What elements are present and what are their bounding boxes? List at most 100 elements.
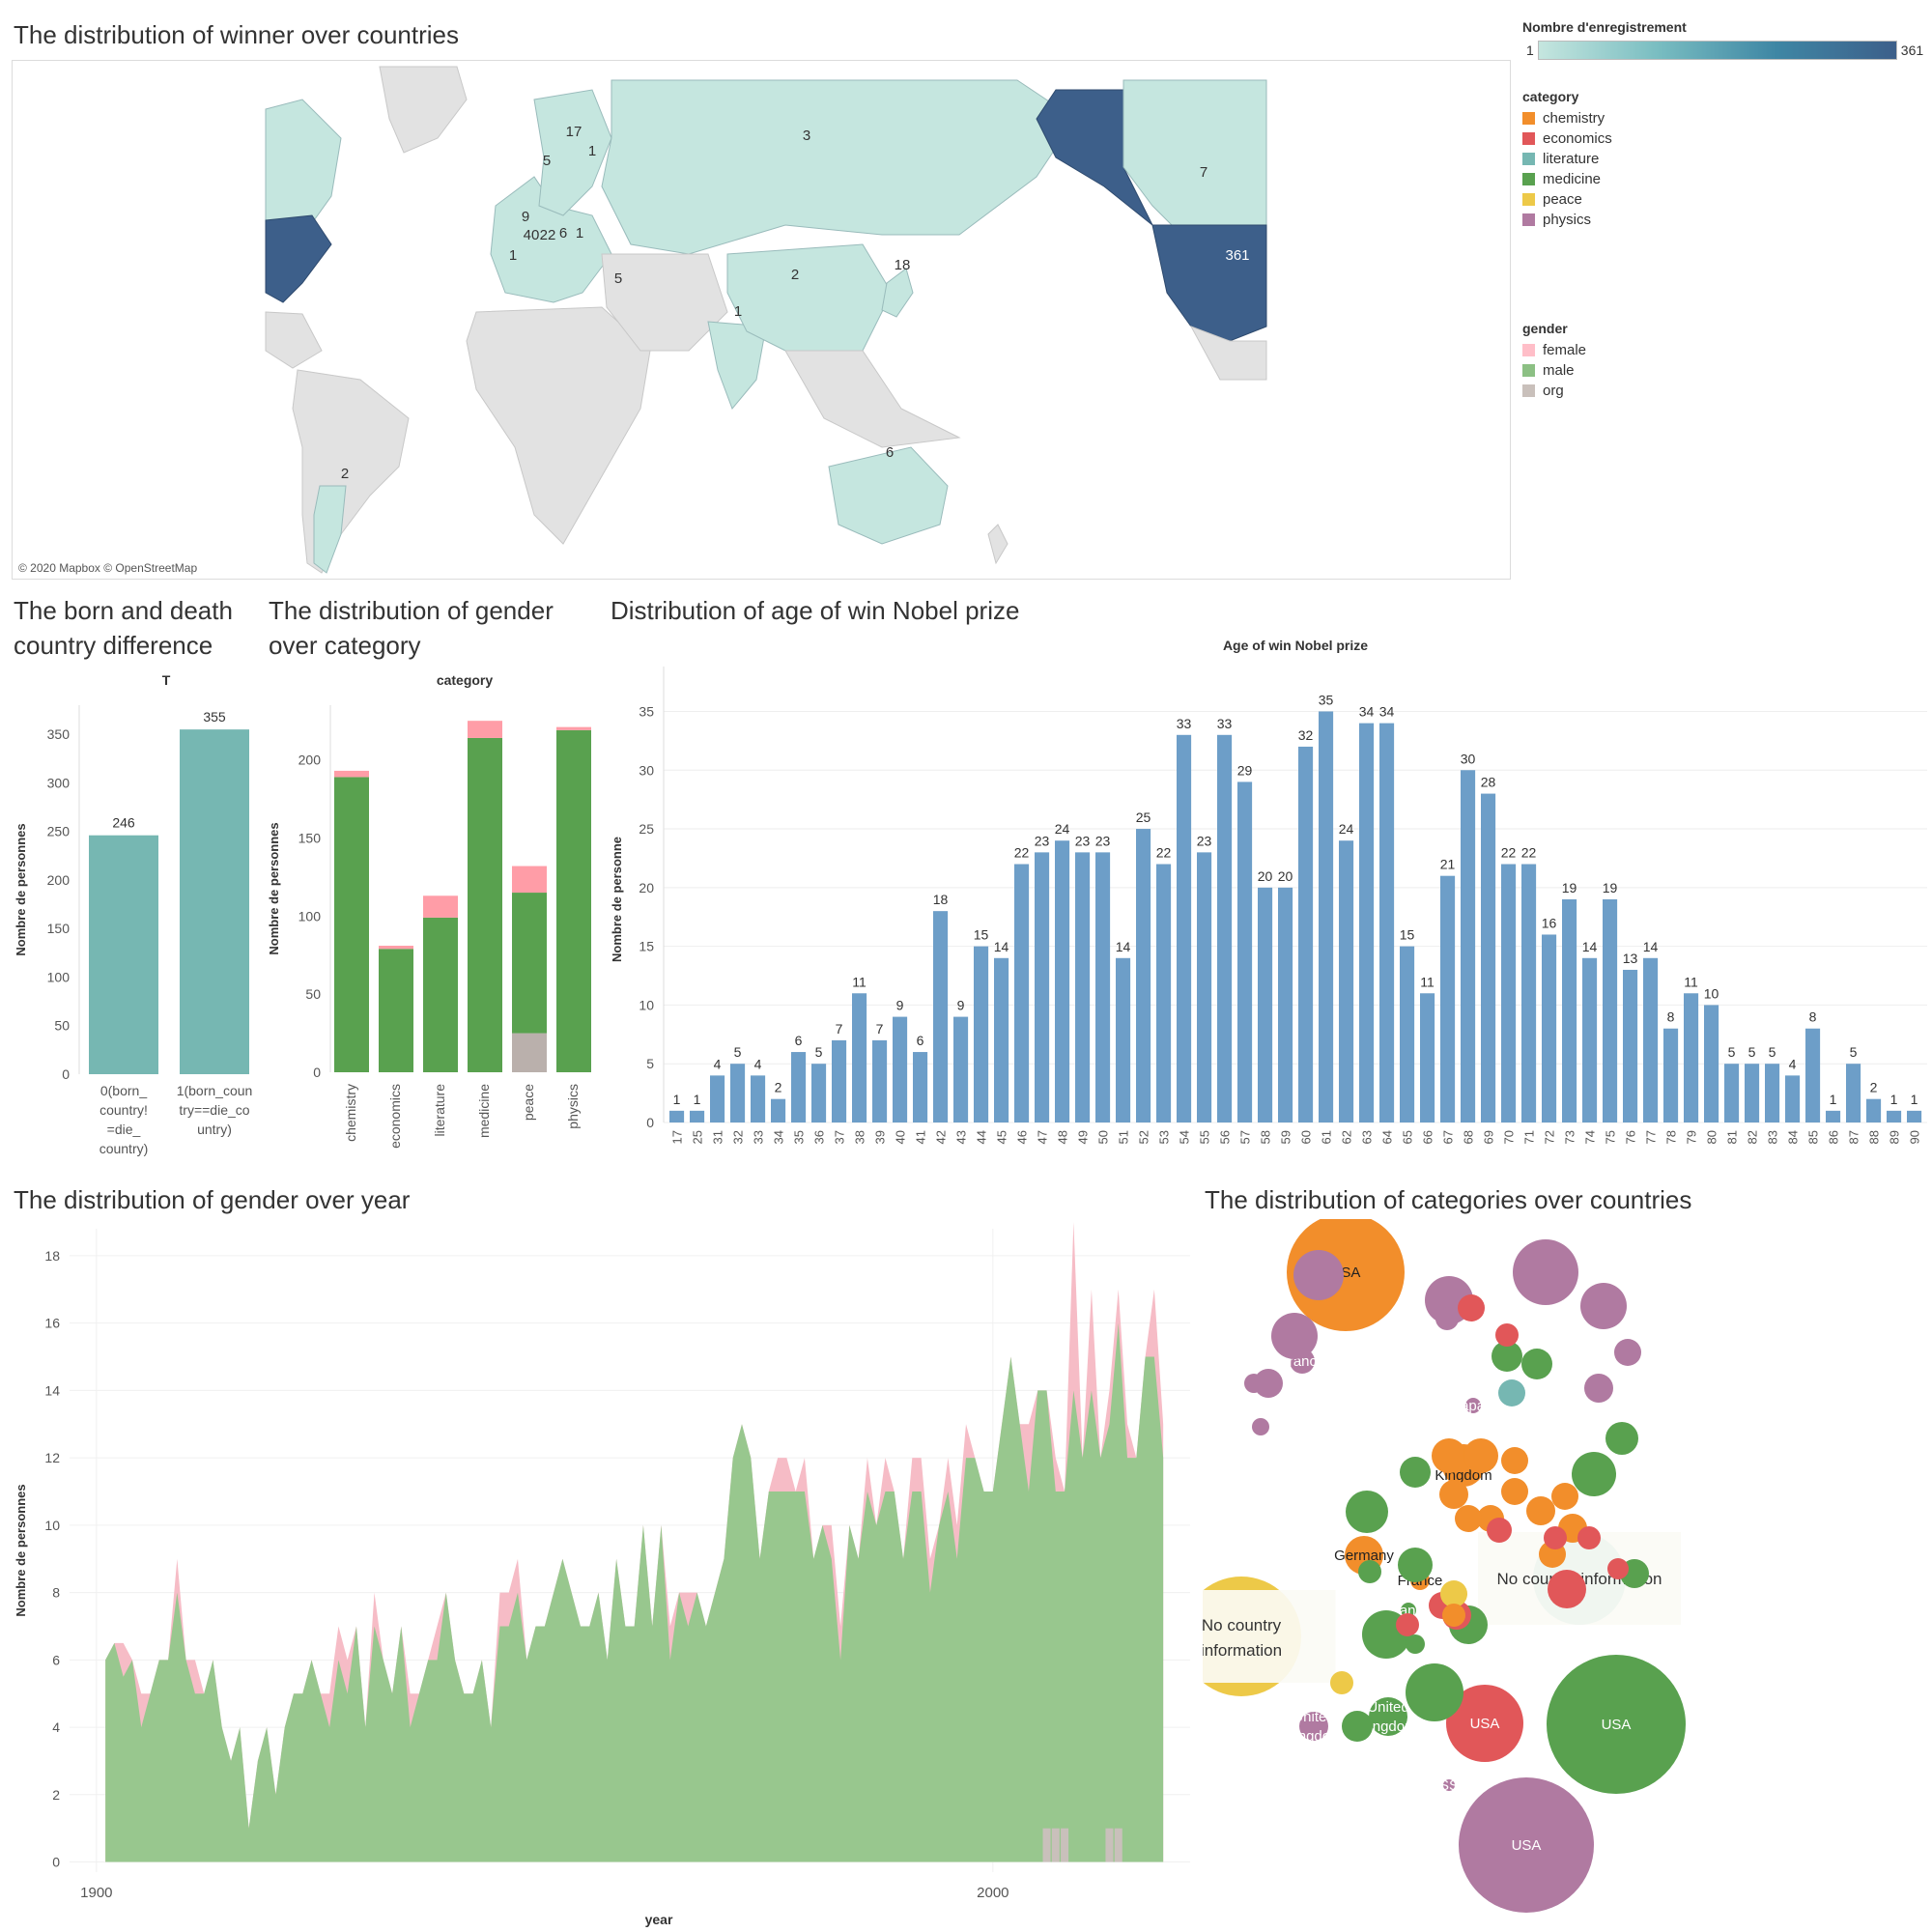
map-scandinavia[interactable]	[533, 89, 612, 216]
gender-legend-swatch	[1522, 344, 1535, 356]
age-bar	[710, 1075, 725, 1122]
age-bar	[1603, 899, 1618, 1122]
gender-year-xtick: 1900	[80, 1885, 112, 1901]
gender-category-xtick: medicine	[476, 1084, 492, 1138]
born-death-title-line2: country difference	[14, 631, 213, 660]
bubble-medicine-small	[1346, 1491, 1388, 1533]
born-death-ytick: 200	[47, 872, 71, 888]
age-value-label: 5	[1769, 1044, 1776, 1060]
gender-year-org-mark	[1114, 1828, 1122, 1862]
world-map[interactable]: 3 7 361 17 1 5 2 18 1 6 2 5 40 22 6 1 1 …	[12, 60, 1511, 580]
category-legend-item-medicine[interactable]: medicine	[1522, 169, 1928, 189]
age-xtick: 42	[934, 1130, 949, 1144]
bubble-chemistry-small	[1463, 1438, 1498, 1473]
age-xtick: 56	[1218, 1130, 1233, 1144]
bubble-medicine-small	[1572, 1452, 1616, 1496]
bubble-label-box	[1203, 1590, 1336, 1683]
age-xtick: 50	[1096, 1130, 1111, 1144]
map-greenland[interactable]	[379, 66, 468, 154]
map-label-china: 2	[791, 267, 799, 283]
age-chart[interactable]: Age of win Nobel prize Nombre de personne…	[604, 628, 1932, 1169]
age-bar	[1481, 793, 1496, 1122]
category-legend-item-literature[interactable]: literature	[1522, 149, 1928, 169]
age-chart-header: Age of win Nobel prize	[1223, 638, 1368, 653]
gender-category-chart[interactable]: category Nombre de personnes 0 50 100 150 200 c…	[261, 662, 604, 1174]
age-xtick: 34	[772, 1130, 786, 1144]
map-mexico-central[interactable]	[265, 311, 323, 369]
bubble-label: United	[1367, 1699, 1408, 1716]
map-australia[interactable]	[828, 446, 949, 545]
age-value-label: 14	[994, 939, 1009, 954]
age-bar	[1339, 840, 1354, 1122]
born-death-chart[interactable]: T Nombre de personnes 0 50 100 150 200 250 300 35…	[0, 662, 261, 1174]
age-xtick: 89	[1888, 1130, 1902, 1144]
bubble-label: USA	[1470, 1716, 1500, 1732]
bubble-label: Japan	[1454, 1398, 1493, 1414]
age-bar	[1907, 1110, 1922, 1122]
map-se-asia[interactable]	[784, 350, 961, 448]
age-xtick: 17	[670, 1130, 685, 1144]
bubble-chemistry-small	[1501, 1478, 1528, 1505]
map-middle-east[interactable]	[601, 253, 728, 352]
category-legend-item-peace[interactable]: peace	[1522, 189, 1928, 210]
age-ytick: 10	[639, 997, 654, 1012]
age-xtick: 49	[1076, 1130, 1091, 1144]
gender-year-area-male	[105, 1322, 1164, 1862]
map-label-uk: 9	[522, 209, 529, 225]
age-value-label: 24	[1339, 821, 1354, 837]
age-xtick: 41	[914, 1130, 928, 1144]
map-usa-east[interactable]	[265, 214, 332, 303]
category-legend-item-economics[interactable]: economics	[1522, 128, 1928, 149]
gender-category-bar-female	[379, 946, 413, 950]
category-legend-item-physics[interactable]: physics	[1522, 210, 1928, 230]
bubble-physics-small	[1244, 1374, 1264, 1393]
age-bar	[974, 946, 989, 1122]
age-xtick: 36	[812, 1130, 827, 1144]
gender-year-chart[interactable]: 0 2 4 6 8 10 12 14 16 18 1900 2000 year Nombre de per…	[0, 1219, 1203, 1929]
gender-category-header: category	[437, 672, 494, 688]
map-credit[interactable]: © 2020 Mapbox © OpenStreetMap	[18, 561, 198, 575]
age-value-label: 14	[1643, 939, 1659, 954]
category-legend-item-chemistry[interactable]: chemistry	[1522, 108, 1928, 128]
world-map-svg[interactable]: 3 7 361 17 1 5 2 18 1 6 2 5 40 22 6 1 1 …	[13, 61, 1510, 579]
age-xtick: 35	[792, 1130, 807, 1144]
map-value-labels: 3 7 361 17 1 5 2 18 1 6 2 5 40 22 6 1 1 …	[341, 124, 1250, 482]
map-mexico-east[interactable]	[1189, 326, 1267, 381]
age-bar	[1075, 852, 1091, 1122]
map-argentina[interactable]	[313, 485, 347, 574]
gender-category-title: The distribution of gender over category	[269, 593, 554, 663]
bubble-medicine-small	[1521, 1349, 1552, 1379]
bubble-physics-small	[1293, 1250, 1344, 1300]
age-value-label: 9	[896, 998, 904, 1013]
age-xtick: 67	[1441, 1130, 1456, 1144]
map-new-zealand[interactable]	[987, 524, 1009, 565]
map-japan[interactable]	[881, 268, 914, 318]
gender-category-title-line2: over category	[269, 631, 421, 660]
gender-legend-item-female[interactable]: female	[1522, 340, 1928, 360]
gender-legend-item-org[interactable]: org	[1522, 381, 1928, 401]
age-bar	[811, 1064, 827, 1122]
age-value-label: 14	[1116, 939, 1131, 954]
age-bar	[791, 1052, 807, 1122]
count-legend-max: 361	[1900, 43, 1924, 58]
map-label-norway: 5	[543, 153, 551, 169]
gender-category-xtick: physics	[565, 1084, 581, 1129]
age-value-label: 25	[1136, 810, 1151, 825]
gender-year-ytick: 10	[44, 1518, 60, 1533]
age-xtick: 40	[894, 1130, 908, 1144]
gender-category-bar-female	[423, 895, 458, 918]
born-death-value-label: 355	[203, 709, 226, 724]
gender-category-ytick: 100	[298, 908, 322, 923]
gender-year-ytick: 2	[52, 1787, 60, 1803]
age-bar	[1461, 770, 1476, 1122]
age-ylabel: Nombre de personne	[610, 837, 624, 962]
born-death-title-line1: The born and death	[14, 596, 233, 625]
gender-legend-item-male[interactable]: male	[1522, 360, 1928, 381]
gender-year-ytick: 16	[44, 1316, 60, 1331]
age-value-label: 23	[1095, 833, 1111, 848]
category-legend-title: category	[1522, 89, 1579, 104]
gender-category-title-line1: The distribution of gender	[269, 596, 554, 625]
age-value-label: 22	[1156, 845, 1172, 861]
age-value-label: 8	[1667, 1009, 1675, 1025]
